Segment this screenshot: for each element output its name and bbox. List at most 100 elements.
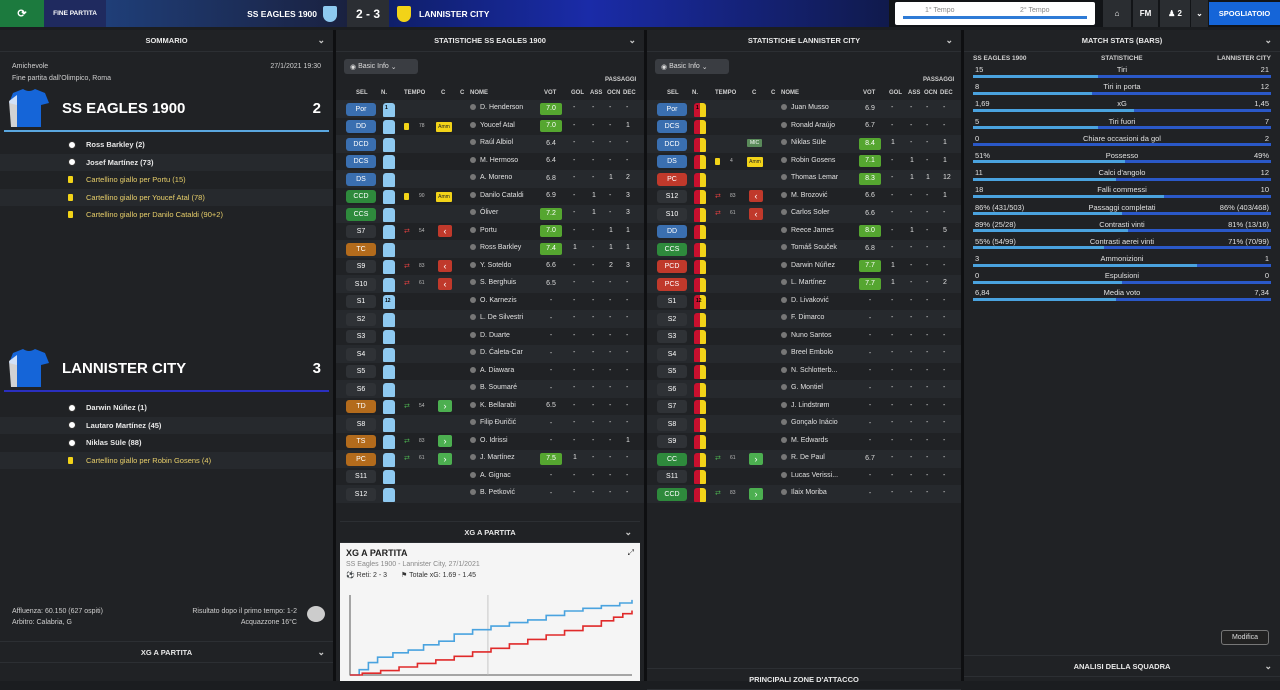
position-badge[interactable]: DCS xyxy=(346,155,376,168)
player-row[interactable]: PC ⇄ 61 › J. Martínez 7.5 1 - - - xyxy=(336,450,644,468)
home-team-band[interactable]: SS EAGLES 1900 xyxy=(106,0,347,27)
player-name[interactable]: Carlos Soler xyxy=(781,209,830,216)
position-badge[interactable]: S3 xyxy=(346,330,376,343)
position-badge[interactable]: DCS xyxy=(657,120,687,133)
team-analysis-header[interactable]: ANALISI DELLA SQUADRA ⌄ xyxy=(964,655,1280,677)
position-badge[interactable]: S9 xyxy=(657,435,687,448)
position-badge[interactable]: TC xyxy=(346,242,376,256)
player-row[interactable]: S4 Breel Embolo - - - - - xyxy=(647,345,961,363)
player-name[interactable]: D. Henderson xyxy=(470,104,523,111)
position-badge[interactable]: S8 xyxy=(346,417,376,431)
home-summary-header[interactable]: SS EAGLES 1900 2 xyxy=(4,86,329,132)
position-badge[interactable]: S8 xyxy=(657,417,687,431)
player-row[interactable]: CCS Tomáš Souček 6.8 - - - - xyxy=(647,240,961,258)
position-badge[interactable]: S2 xyxy=(657,312,687,326)
position-badge[interactable]: S5 xyxy=(346,365,376,378)
player-name[interactable]: A. Gignac xyxy=(470,472,511,479)
player-row[interactable]: S11 A. Gignac - - - - - xyxy=(336,468,644,486)
player-name[interactable]: J. Lindstrøm xyxy=(781,402,830,409)
player-name[interactable]: Juan Musso xyxy=(781,104,829,111)
player-name[interactable]: Y. Soteldo xyxy=(470,262,511,269)
player-name[interactable]: D. Duarte xyxy=(470,332,510,339)
position-badge[interactable]: PC xyxy=(346,452,376,466)
position-badge[interactable]: CCD xyxy=(657,487,687,501)
player-name[interactable]: M. Edwards xyxy=(781,437,828,444)
home-stats-header[interactable]: STATISTICHE SS EAGLES 1900 ⌄ xyxy=(336,30,644,52)
position-badge[interactable]: TS xyxy=(346,435,376,448)
player-name[interactable]: Youcef Atal xyxy=(470,122,515,129)
player-row[interactable]: DCS Ronald Araújo 6.7 - - - - xyxy=(647,118,961,136)
player-name[interactable]: R. De Paul xyxy=(781,454,825,461)
player-name[interactable]: Niklas Süle xyxy=(781,139,826,146)
position-badge[interactable]: DD xyxy=(346,120,376,133)
player-row[interactable]: S8 Gonçalo Inácio - - - - - xyxy=(647,415,961,433)
player-row[interactable]: CCD ⇄ 83 › Ilaix Moriba - - - - - xyxy=(647,485,961,503)
away-summary-header[interactable]: LANNISTER CITY 3 xyxy=(4,346,329,392)
player-name[interactable]: O. Idrissi xyxy=(470,437,508,444)
player-row[interactable]: S5 N. Schlotterb... - - - - - xyxy=(647,363,961,381)
position-badge[interactable]: DCD xyxy=(657,137,687,151)
position-badge[interactable]: DCD xyxy=(346,137,376,151)
player-name[interactable]: N. Schlotterb... xyxy=(781,367,837,374)
position-badge[interactable]: S7 xyxy=(346,225,376,238)
player-row[interactable]: S2 L. De Silvestri - - - - - xyxy=(336,310,644,328)
position-badge[interactable]: S5 xyxy=(657,365,687,378)
position-badge[interactable]: S6 xyxy=(657,382,687,396)
player-row[interactable]: S9 M. Edwards - - - - - xyxy=(647,433,961,451)
position-badge[interactable]: DS xyxy=(657,155,687,168)
home-basic-info-dropdown[interactable]: ◉ Basic Info ⌄ xyxy=(344,59,418,74)
away-basic-info-dropdown[interactable]: ◉ Basic Info ⌄ xyxy=(655,59,729,74)
player-name[interactable]: L. Martínez xyxy=(781,279,826,286)
chevron-down-icon[interactable]: ⌄ xyxy=(628,35,636,45)
position-badge[interactable]: S10 xyxy=(346,277,376,291)
chevron-down-icon[interactable]: ⌄ xyxy=(317,35,325,45)
player-name[interactable]: Lucas Verissi... xyxy=(781,472,838,479)
position-badge[interactable]: Por xyxy=(657,102,687,116)
player-name[interactable]: Filip Đuričić xyxy=(470,419,516,426)
position-badge[interactable]: CCS xyxy=(346,207,376,221)
position-badge[interactable]: S12 xyxy=(346,487,376,501)
player-name[interactable]: Thomas Lemar xyxy=(781,174,838,181)
player-row[interactable]: TD ⇄ 54 › K. Bellarabi 6.5 - - - - xyxy=(336,398,644,416)
position-badge[interactable]: DS xyxy=(346,172,376,186)
player-name[interactable]: O. Karnezis xyxy=(470,297,517,304)
player-name[interactable]: J. Martínez xyxy=(470,454,515,461)
player-row[interactable]: S4 D. Ćaleta-Car - - - - - xyxy=(336,345,644,363)
player-row[interactable]: S6 B. Soumaré - - - - - xyxy=(336,380,644,398)
player-name[interactable]: Óliver xyxy=(470,209,498,216)
player-row[interactable]: PC Thomas Lemar 8.3 - 1 1 12 xyxy=(647,170,961,188)
summary-header[interactable]: SOMMARIO ⌄ xyxy=(0,30,333,52)
player-name[interactable]: Raúl Albiol xyxy=(470,139,513,146)
player-name[interactable]: F. Dimarco xyxy=(781,314,824,321)
player-name[interactable]: Ilaix Moriba xyxy=(781,489,827,496)
player-name[interactable]: Darwin Núñez xyxy=(781,262,835,269)
player-row[interactable]: S10 ⇄ 61 ‹ Carlos Soler 6.6 - - - - xyxy=(647,205,961,223)
player-name[interactable]: Ross Barkley xyxy=(470,244,521,251)
player-row[interactable]: S12 ⇄ 83 ‹ M. Brozović 6.6 - - - 1 xyxy=(647,188,961,206)
position-badge[interactable]: CCD xyxy=(346,190,376,203)
player-row[interactable]: S1 12 O. Karnezis - - - - - xyxy=(336,293,644,311)
position-badge[interactable]: DD xyxy=(657,225,687,238)
attack-zones-header[interactable]: PRINCIPALI ZONE D'ATTACCO xyxy=(647,668,961,690)
chevron-down-icon[interactable]: ⌄ xyxy=(1264,35,1272,45)
position-badge[interactable]: Por xyxy=(346,102,376,116)
player-name[interactable]: M. Brozović xyxy=(781,192,828,199)
player-row[interactable]: DD 78 Amm Youcef Atal 7.0 - - - 1 xyxy=(336,118,644,136)
modify-button[interactable]: Modifica xyxy=(1221,630,1269,645)
player-name[interactable]: A. Diawara xyxy=(470,367,514,374)
player-row[interactable]: DCD MIC Niklas Süle 8.4 1 - - 1 xyxy=(647,135,961,153)
position-badge[interactable]: PC xyxy=(657,172,687,186)
player-name[interactable]: K. Bellarabi xyxy=(470,402,516,409)
player-name[interactable]: D. Ćaleta-Car xyxy=(470,349,523,356)
continue-button[interactable]: SPOGLIATOIO xyxy=(1209,2,1280,25)
player-row[interactable]: DCS M. Hermoso 6.4 - - - - xyxy=(336,153,644,171)
chevron-down-icon[interactable]: ⌄ xyxy=(945,35,953,45)
position-badge[interactable]: S10 xyxy=(657,207,687,221)
position-badge[interactable]: S6 xyxy=(346,382,376,396)
player-row[interactable]: TS ⇄ 83 › O. Idrissi - - - - 1 xyxy=(336,433,644,451)
player-name[interactable]: Gonçalo Inácio xyxy=(781,419,838,426)
player-row[interactable]: PCD Darwin Núñez 7.7 1 - - - xyxy=(647,258,961,276)
player-name[interactable]: S. Berghuis xyxy=(470,279,516,286)
player-row[interactable]: S11 Lucas Verissi... - - - - - xyxy=(647,468,961,486)
player-name[interactable]: Breel Embolo xyxy=(781,349,833,356)
